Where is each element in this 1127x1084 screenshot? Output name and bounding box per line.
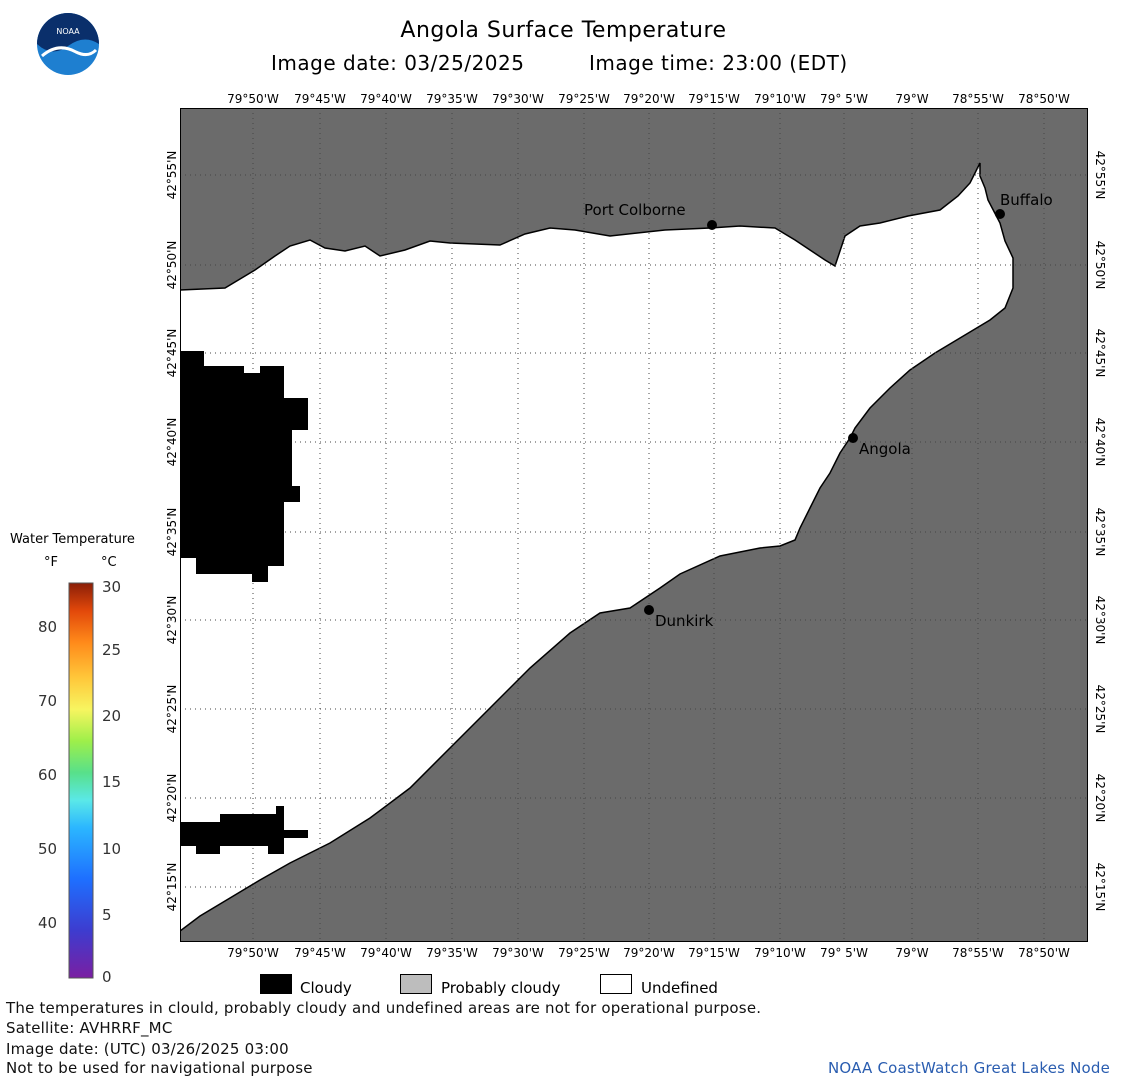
lon-label-top: 79°20'W (623, 92, 675, 106)
lon-label-bottom: 79°10'W (754, 946, 806, 960)
lon-label-bottom: 79°30'W (492, 946, 544, 960)
lon-label-bottom: 79°W (895, 946, 929, 960)
lat-label-left: 42°50'N (165, 240, 179, 290)
legend-label-probably-cloudy: Probably cloudy (441, 979, 561, 997)
lat-label-right: 42°35'N (1093, 507, 1107, 557)
lon-label-bottom: 79°40'W (360, 946, 412, 960)
city-dot-port-colborne (707, 220, 717, 230)
lat-label-right: 42°25'N (1093, 684, 1107, 734)
lon-label-top: 79°50'W (227, 92, 279, 106)
lat-label-right: 42°55'N (1093, 150, 1107, 200)
lon-label-bottom: 79°15'W (688, 946, 740, 960)
lat-label-left: 42°45'N (165, 328, 179, 378)
map-title: Angola Surface Temperature (400, 18, 727, 43)
land-north (180, 108, 1088, 942)
grid-lines (180, 108, 1088, 942)
lon-label-top: 78°55'W (952, 92, 1004, 106)
lon-label-bottom: 79° 5'W (820, 946, 868, 960)
legend-label-undefined: Undefined (641, 979, 718, 997)
colorbar-tick-c: 25 (102, 641, 122, 659)
lon-label-bottom: 79°50'W (227, 946, 279, 960)
utc-date-text: Image date: (UTC) 03/26/2025 03:00 (6, 1040, 289, 1058)
colorbar (68, 582, 94, 979)
legend-swatch-probably-cloudy (400, 974, 432, 994)
lon-label-top: 79°35'W (426, 92, 478, 106)
colorbar-tick-f: 70 (38, 692, 58, 710)
cloud-area-1 (180, 351, 308, 582)
satellite-text: Satellite: AVHRRF_MC (6, 1019, 173, 1037)
map-panel (180, 108, 1088, 942)
lon-label-top: 79° 5'W (820, 92, 868, 106)
lat-label-right: 42°40'N (1093, 417, 1107, 467)
image-date: Image date: 03/25/2025 (271, 51, 525, 75)
city-dot-angola (848, 433, 858, 443)
colorbar-tick-f: 40 (38, 914, 58, 932)
lat-label-right: 42°15'N (1093, 862, 1107, 912)
disclaimer-text: The temperatures in clould, probably clo… (6, 999, 762, 1017)
colorbar-tick-f: 60 (38, 766, 58, 784)
colorbar-unit-f: °F (44, 555, 58, 570)
city-label-dunkirk: Dunkirk (655, 612, 714, 630)
colorbar-unit-c: °C (101, 555, 117, 570)
lat-label-right: 42°45'N (1093, 328, 1107, 378)
colorbar-tick-c: 5 (102, 906, 112, 924)
lon-label-top: 79°W (895, 92, 929, 106)
colorbar-tick-f: 50 (38, 840, 58, 858)
legend-swatch-cloudy (260, 974, 292, 994)
legend-label-cloudy: Cloudy (300, 979, 352, 997)
lat-label-right: 42°50'N (1093, 240, 1107, 290)
navigation-warning: Not to be used for navigational purpose (6, 1059, 313, 1077)
lon-label-bottom: 78°50'W (1018, 946, 1070, 960)
legend-swatch-undefined (600, 974, 632, 994)
lat-label-right: 42°20'N (1093, 773, 1107, 823)
city-label-port-colborne: Port Colborne (584, 201, 686, 219)
colorbar-tick-c: 20 (102, 707, 122, 725)
cloud-area-2 (180, 806, 308, 854)
logo-text: NOAA (56, 27, 80, 36)
lon-label-top: 79°15'W (688, 92, 740, 106)
lon-label-bottom: 78°55'W (952, 946, 1004, 960)
city-dot-dunkirk (644, 605, 654, 615)
lat-label-left: 42°55'N (165, 150, 179, 200)
map-border (180, 108, 1088, 942)
lat-label-left: 42°40'N (165, 417, 179, 467)
colorbar-tick-c: 15 (102, 773, 122, 791)
lat-label-left: 42°30'N (165, 595, 179, 645)
lat-label-left: 42°35'N (165, 507, 179, 557)
lon-label-top: 78°50'W (1018, 92, 1070, 106)
image-time: Image time: 23:00 (EDT) (589, 51, 848, 75)
lat-label-left: 42°25'N (165, 684, 179, 734)
city-label-buffalo: Buffalo (1000, 191, 1053, 209)
credit-link[interactable]: NOAA CoastWatch Great Lakes Node (828, 1059, 1111, 1077)
lat-label-left: 42°20'N (165, 773, 179, 823)
colorbar-tick-f: 80 (38, 618, 58, 636)
colorbar-tick-c: 0 (102, 968, 112, 986)
colorbar-title: Water Temperature (10, 532, 135, 547)
lon-label-top: 79°40'W (360, 92, 412, 106)
lon-label-top: 79°30'W (492, 92, 544, 106)
colorbar-tick-c: 10 (102, 840, 122, 858)
lon-label-bottom: 79°25'W (558, 946, 610, 960)
lon-label-top: 79°25'W (558, 92, 610, 106)
lon-label-bottom: 79°45'W (294, 946, 346, 960)
colorbar-tick-c: 30 (102, 578, 122, 596)
lat-label-right: 42°30'N (1093, 595, 1107, 645)
lon-label-bottom: 79°20'W (623, 946, 675, 960)
city-label-angola: Angola (859, 440, 911, 458)
lon-label-top: 79°10'W (754, 92, 806, 106)
lon-label-bottom: 79°35'W (426, 946, 478, 960)
lon-label-top: 79°45'W (294, 92, 346, 106)
city-dot-buffalo (995, 209, 1005, 219)
lat-label-left: 42°15'N (165, 862, 179, 912)
noaa-logo: NOAA (37, 13, 99, 75)
